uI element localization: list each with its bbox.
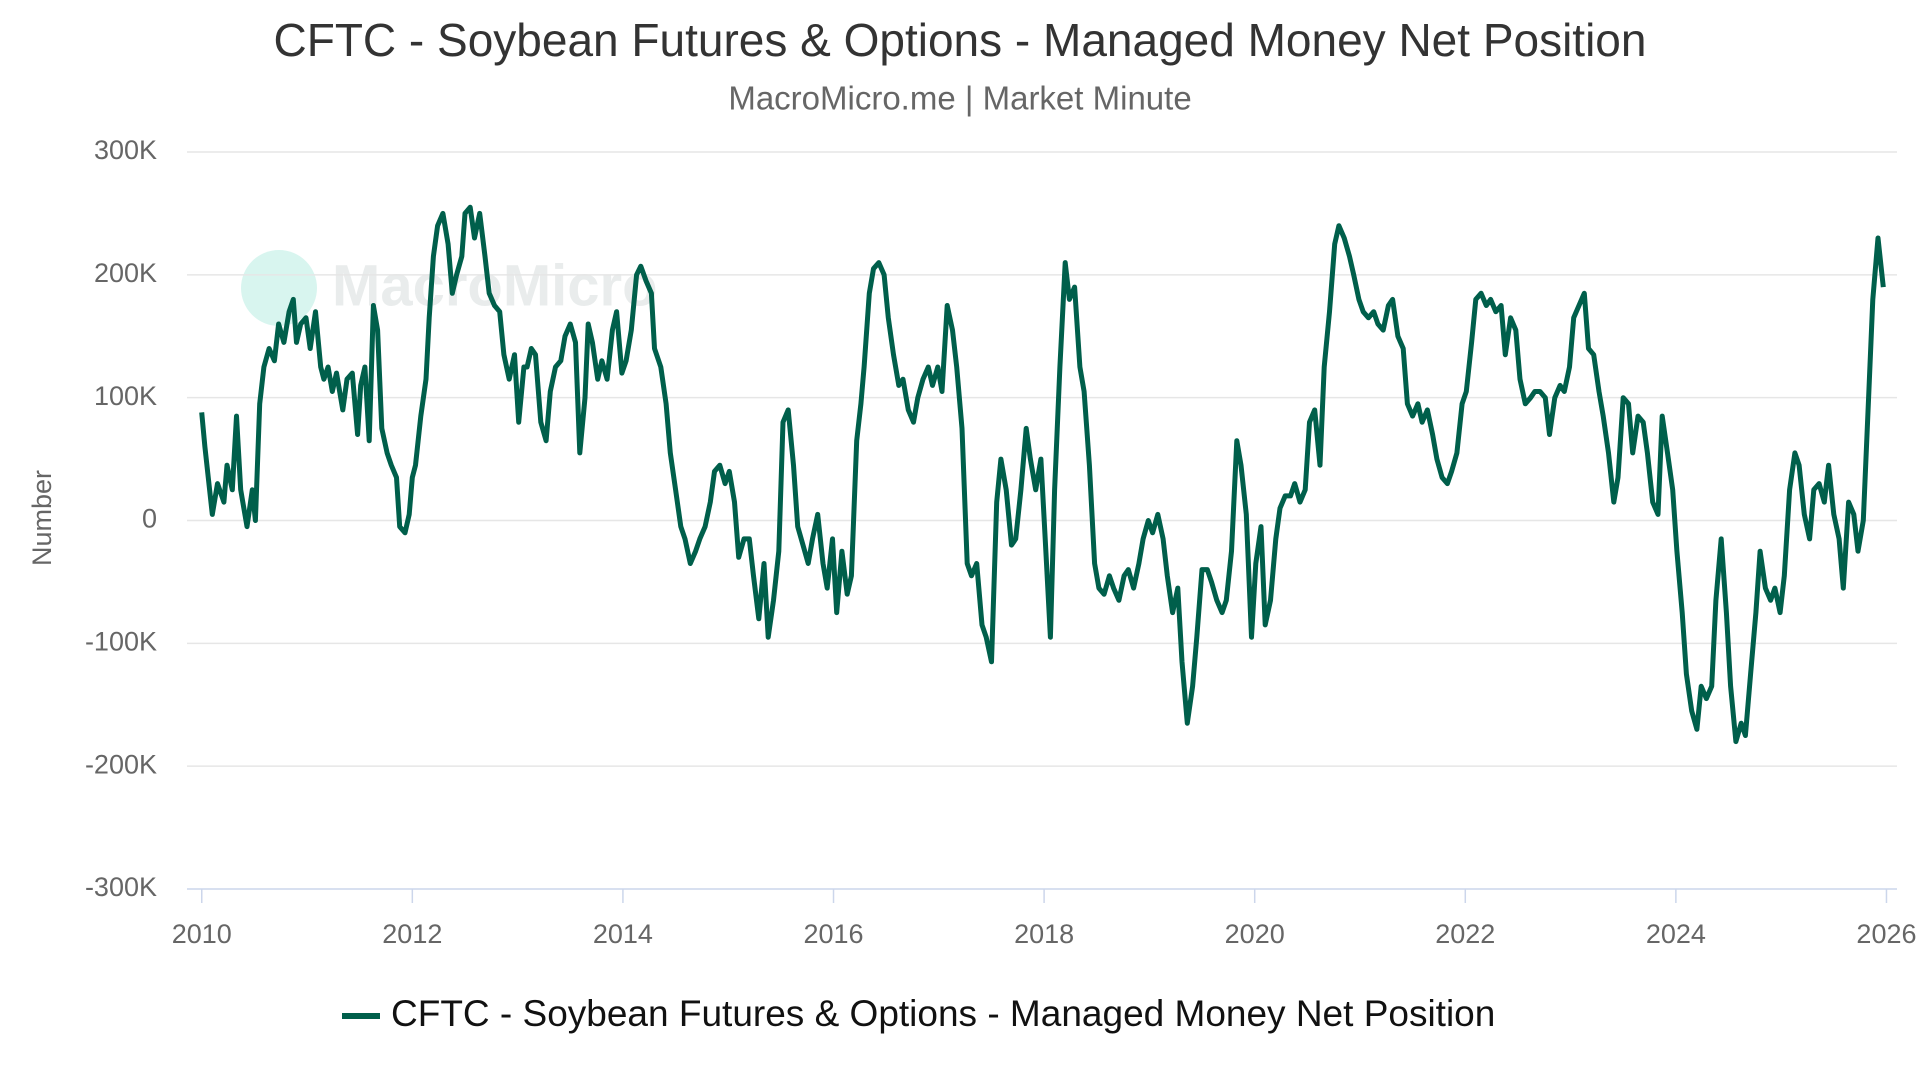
y-tick-label: 300K: [94, 135, 157, 165]
x-tick-label: 2022: [1435, 919, 1495, 949]
watermark-logo: [241, 250, 317, 326]
x-tick-label: 2024: [1646, 919, 1706, 949]
y-tick-label: -100K: [85, 626, 157, 656]
legend-label: CFTC - Soybean Futures & Options - Manag…: [391, 993, 1495, 1034]
y-tick-label: 200K: [94, 258, 157, 288]
y-axis-label: Number: [27, 470, 57, 566]
chart-subtitle: MacroMicro.me | Market Minute: [728, 80, 1191, 117]
data-line: [199, 204, 1886, 745]
x-tick-label: 2010: [172, 919, 232, 949]
y-tick-label: 100K: [94, 381, 157, 411]
chart-title: CFTC - Soybean Futures & Options - Manag…: [274, 14, 1647, 66]
y-tick-label: 0: [142, 504, 157, 534]
x-tick-label: 2014: [593, 919, 653, 949]
x-tick-label: 2018: [1014, 919, 1074, 949]
x-tick-label: 2016: [803, 919, 863, 949]
y-tick-label: -300K: [85, 872, 157, 902]
x-tick-label: 2026: [1856, 919, 1916, 949]
x-tick-label: 2012: [382, 919, 442, 949]
x-tick-label: 2020: [1225, 919, 1285, 949]
y-tick-label: -200K: [85, 749, 157, 779]
